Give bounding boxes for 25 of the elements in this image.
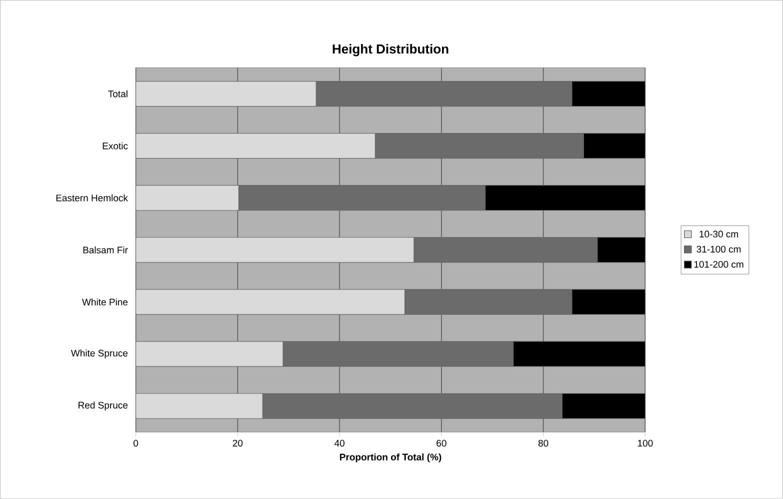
chart-title: Height Distribution xyxy=(332,44,448,56)
y-tick-label: Exotic xyxy=(102,142,128,150)
x-tick-label: 100 xyxy=(638,440,653,447)
bar xyxy=(597,237,646,263)
x-axis-title: Proportion of Total (%) xyxy=(340,454,442,462)
legend-label: 10-30 cm xyxy=(700,230,738,238)
bar xyxy=(572,81,646,107)
bar xyxy=(583,133,646,159)
y-tick-label: White Pine xyxy=(82,298,128,306)
bar xyxy=(562,393,646,419)
bar xyxy=(512,341,646,367)
x-tick-label: 40 xyxy=(334,440,344,447)
bar xyxy=(484,185,646,211)
legend-label: 31-100 cm xyxy=(696,246,741,253)
x-tick-label: 20 xyxy=(232,440,243,447)
bar xyxy=(572,289,646,315)
y-tick-label: Red Spruce xyxy=(78,402,128,411)
x-tick-label: 80 xyxy=(538,440,548,447)
legend-label: 101-200 cm xyxy=(694,261,744,268)
x-tick-label: 0 xyxy=(134,440,138,447)
y-tick-label: Total xyxy=(108,90,128,98)
x-tick-label: 60 xyxy=(436,440,446,447)
y-tick-label: Balsam Fir xyxy=(83,246,128,254)
y-tick-label: White Spruce xyxy=(70,350,128,359)
y-tick-label: Eastern Hemlock xyxy=(56,194,128,202)
